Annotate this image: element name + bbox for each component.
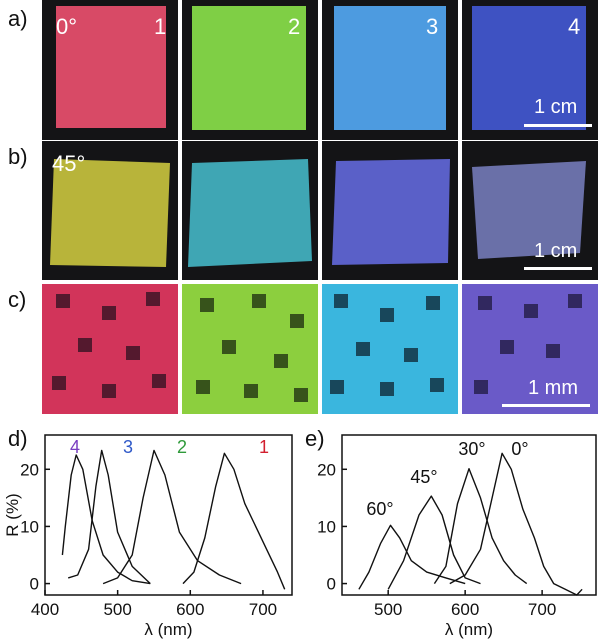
weave-pattern [462, 284, 598, 414]
x-tick-label: 600 [176, 600, 204, 619]
scale-bar-a [524, 124, 592, 127]
x-tick-label: 500 [374, 600, 402, 619]
photo-row-b-tile-4: 1 cm [462, 141, 598, 280]
scale-bar-label-c: 1 mm [528, 377, 578, 399]
series-label-3: 0° [511, 439, 528, 459]
panel-label-a: a) [8, 6, 28, 31]
photo-row-a-tile-1: 0° 1 [42, 0, 178, 140]
sample-square [472, 6, 586, 130]
series-line-3 [449, 452, 583, 596]
spectrum-chart-d: 400 500 600 700 0 10 20 λ (nm) R (%) 4 3 2 1 [3, 434, 293, 639]
tilted-sample-fill [50, 159, 170, 267]
x-axis-label: λ (nm) [445, 620, 493, 639]
photo-row-a-tile-2: 2 [182, 0, 318, 140]
panel-label-b: b) [8, 144, 28, 169]
series-label-2: 30° [458, 439, 485, 459]
weave-knots [330, 294, 444, 396]
series-label-1: 45° [410, 467, 437, 487]
sample-square [192, 6, 306, 130]
weave-pattern [322, 284, 458, 414]
scale-bar-b [524, 267, 592, 270]
micrograph-tile-1 [42, 284, 178, 414]
x-tick-label: 700 [249, 600, 277, 619]
micrograph-tile-3 [322, 284, 458, 414]
panel-label-c: c) [8, 287, 27, 312]
tilted-sample [472, 161, 586, 259]
scale-bar-label-b: 1 cm [534, 240, 578, 262]
x-axis-label: λ (nm) [144, 620, 192, 639]
series-label-0: 60° [366, 499, 393, 519]
series-label-0: 4 [70, 437, 80, 457]
y-tick-label: 20 [20, 460, 39, 479]
panel-label-d: d) [8, 426, 28, 451]
tilted-sample [50, 159, 170, 267]
series-label-2: 2 [177, 437, 187, 457]
sample-number-3: 3 [426, 14, 439, 39]
weave-pattern [182, 284, 318, 414]
photo-row-b-tile-1: 45° [42, 141, 178, 280]
weave-pattern [42, 284, 178, 414]
series-line-1 [67, 449, 151, 585]
angle-label-45: 45° [52, 151, 86, 176]
x-tick-label: 700 [528, 600, 556, 619]
micrograph-tile-4: 1 mm [462, 284, 598, 414]
series-label-3: 1 [259, 437, 269, 457]
y-tick-label: 10 [20, 517, 39, 536]
scale-bar-label-a: 1 cm [534, 96, 578, 118]
tilted-sample-fill [188, 159, 312, 267]
sample-square [56, 6, 166, 128]
angle-label-0: 0° [56, 14, 78, 39]
y-axis-label: R (%) [3, 493, 22, 536]
photo-row-a-tile-3: 3 [322, 0, 458, 140]
sample-square-fill [56, 6, 166, 128]
micrograph-tile-2 [182, 284, 318, 414]
y-tick-label: 10 [317, 517, 336, 536]
plot-frame [341, 434, 597, 596]
sample-square-fill [192, 6, 306, 130]
x-tick-label: 500 [103, 600, 131, 619]
sample-square-fill [472, 6, 586, 130]
series-label-1: 3 [123, 437, 133, 457]
y-tick-label: 0 [327, 575, 336, 594]
panel-label-e: e) [305, 426, 325, 451]
photo-row-a-tile-4: 4 1 cm [462, 0, 598, 140]
plot-frame [44, 434, 293, 596]
tilted-sample-fill [472, 161, 586, 259]
photo-row-b-tile-2 [182, 141, 318, 280]
series-line-2 [433, 468, 528, 585]
sample-number-4: 4 [568, 14, 581, 39]
scale-bar-c [502, 404, 590, 407]
series-line-2 [102, 449, 242, 585]
spectrum-chart-e: 500 600 700 0 10 20 λ (nm) 60° 45° 30° 0° [317, 434, 597, 639]
photo-row-b-tile-3 [322, 141, 458, 280]
sample-number-2: 2 [288, 14, 301, 39]
sample-number-1: 1 [154, 14, 167, 39]
y-tick-label: 20 [317, 460, 336, 479]
weave-knots [474, 294, 582, 394]
weave-knots [52, 292, 166, 398]
tilted-sample [188, 159, 312, 267]
tilted-sample-fill [332, 159, 450, 265]
series-line-1 [387, 495, 481, 590]
x-tick-label: 600 [451, 600, 479, 619]
x-tick-label: 400 [31, 600, 59, 619]
weave-knots [196, 294, 308, 402]
sample-square [334, 6, 446, 130]
tilted-sample [332, 159, 450, 265]
y-tick-label: 0 [30, 575, 39, 594]
series-line-0 [61, 454, 151, 585]
series-line-3 [182, 452, 286, 590]
sample-square-fill [334, 6, 446, 130]
